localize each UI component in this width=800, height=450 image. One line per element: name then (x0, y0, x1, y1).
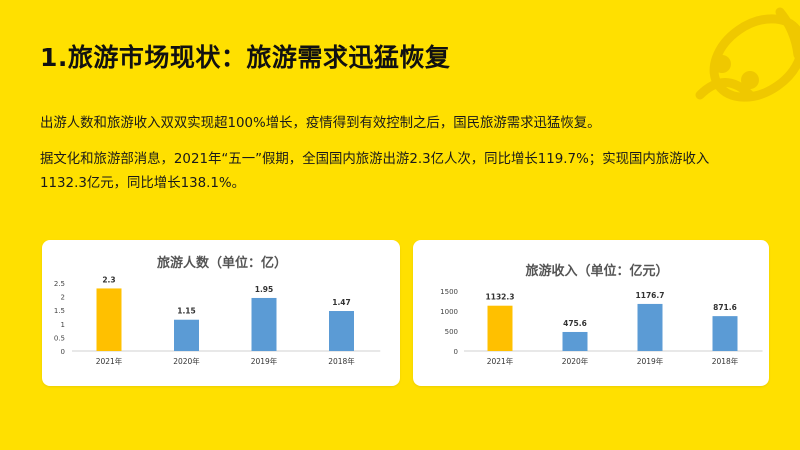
x-tick-label: 2018年 (712, 356, 739, 366)
bar (712, 316, 738, 351)
y-tick-label: 0.5 (54, 334, 65, 342)
y-tick-label: 2 (61, 294, 65, 302)
tourism-revenue-chart-card: 旅游收入（单位：亿元） 0 500 1000 1500 1132.3 2021年 475.6 2… (413, 240, 769, 386)
tourist-count-chart-card: 旅游人数（单位：亿） 0 0.5 1 1.5 2 2.5 2.3 2021年 1.15 2020年 1… (42, 240, 400, 386)
bar (487, 305, 513, 351)
y-tick-label: 500 (445, 328, 458, 336)
x-tick-label: 2021年 (487, 356, 514, 366)
bar (174, 319, 199, 351)
y-tick-label: 0 (61, 348, 65, 356)
y-tick-label: 0 (454, 348, 458, 356)
y-tick-label: 1.5 (54, 307, 65, 315)
summary-paragraph: 出游人数和旅游收入双双实现超100%增长，疫情得到有效控制之后，国民旅游需求迅猛… (40, 116, 601, 131)
x-tick-label: 2019年 (251, 356, 278, 366)
bar (251, 297, 277, 351)
data-label: 2.3 (102, 275, 115, 284)
y-tick-label: 1 (61, 321, 65, 329)
bee-watermark-icon (695, 7, 800, 102)
data-label: 1.15 (177, 307, 196, 316)
tourist-count-chart: 旅游人数（单位：亿） 0 0.5 1 1.5 2 2.5 2.3 2021年 1.15 2020年 1… (54, 255, 381, 366)
x-tick-label: 2018年 (328, 356, 355, 366)
data-label: 871.6 (713, 303, 737, 312)
page-title: 1.旅游市场现状：旅游需求迅猛恢复 (40, 43, 451, 72)
bar (637, 303, 663, 351)
x-tick-label: 2019年 (637, 356, 664, 366)
data-label: 1132.3 (486, 293, 515, 302)
x-tick-label: 2020年 (173, 356, 200, 366)
data-label: 1176.7 (636, 291, 665, 300)
detail-paragraph: 据文化和旅游部消息，2021年“五一”假期，全国国内旅游出游2.3亿人次，同比增… (40, 152, 710, 191)
y-tick-label: 1000 (440, 308, 458, 316)
data-label: 475.6 (563, 319, 587, 328)
x-tick-label: 2020年 (562, 356, 589, 366)
data-label: 1.47 (332, 298, 351, 307)
bar (562, 331, 588, 351)
bar (329, 311, 354, 351)
data-label: 1.95 (255, 285, 274, 294)
y-tick-label: 2.5 (54, 280, 65, 288)
tourism-revenue-chart: 旅游收入（单位：亿元） 0 500 1000 1500 1132.3 2021年 475.6 2… (440, 263, 763, 366)
bar (96, 288, 122, 351)
y-tick-label: 1500 (440, 288, 458, 296)
x-tick-label: 2021年 (96, 356, 123, 366)
count-chart-title: 旅游人数（单位：亿） (157, 255, 287, 271)
revenue-chart-title: 旅游收入（单位：亿元） (525, 263, 668, 279)
